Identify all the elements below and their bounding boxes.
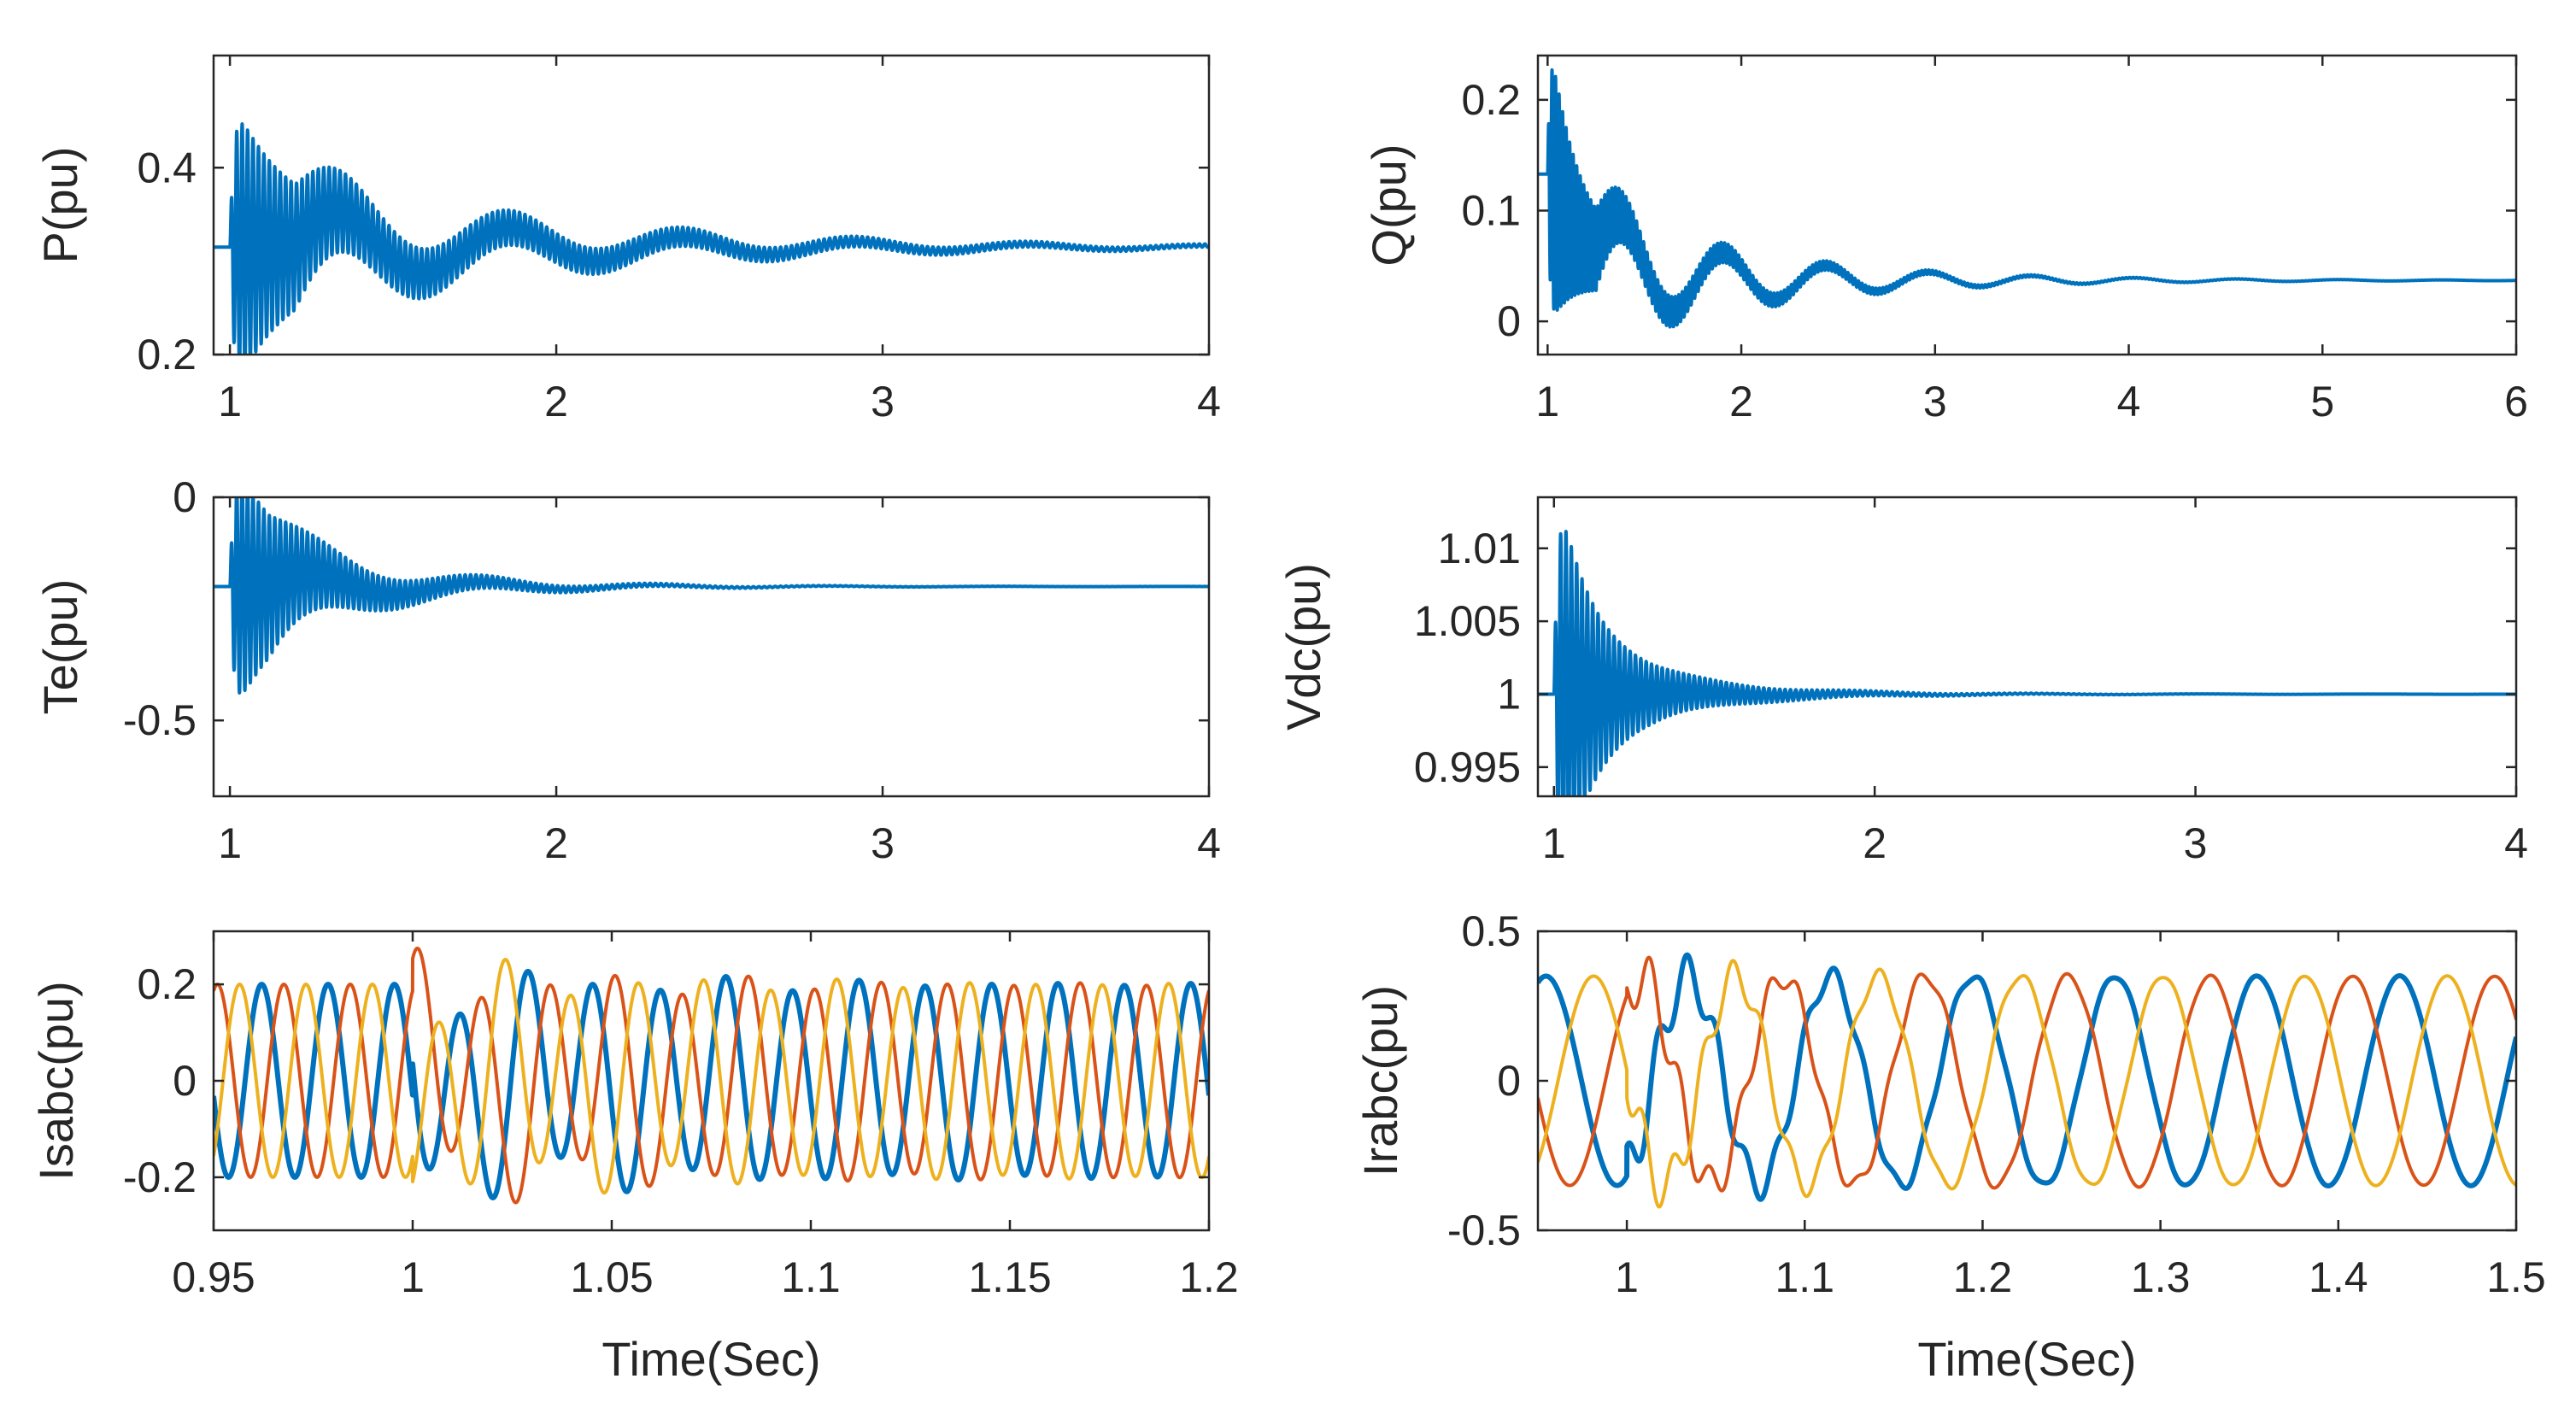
x-tick-label: 1.3: [2131, 1253, 2191, 1301]
q-axes-box: [1536, 54, 2518, 356]
te-series-Te: [214, 497, 1209, 695]
y-tick-label: 0.2: [1461, 76, 1521, 124]
p-lines: [214, 122, 1209, 355]
x-tick-label: 1.2: [1179, 1253, 1239, 1301]
y-tick-label: 0: [173, 473, 197, 521]
y-tick-label: -0.2: [123, 1153, 197, 1201]
irabc-series-b: [1538, 955, 2516, 1193]
vdc-ylabel: Vdc(pu): [1276, 563, 1330, 730]
x-tick-label: 4: [1197, 378, 1221, 425]
vdc-lines: [1538, 530, 2516, 796]
y-tick-label: 0: [1497, 297, 1521, 345]
isabc-series-b: [214, 946, 1209, 1205]
y-tick-label: -0.5: [1447, 1206, 1521, 1254]
p-ylabel: P(pu): [33, 147, 87, 264]
irabc-xlabel: Time(Sec): [1917, 1332, 2136, 1386]
x-tick-label: 2: [544, 819, 568, 867]
q-lines: [1538, 67, 2516, 329]
y-tick-label: 0: [1497, 1057, 1521, 1105]
y-tick-label: 0.4: [137, 144, 197, 191]
y-tick-label: 1.01: [1438, 525, 1521, 572]
x-tick-label: 3: [1923, 378, 1947, 425]
x-tick-label: 4: [1197, 819, 1221, 867]
subplots: 1 2 3 4 0.2 0.4 P(pu) 1 2 3 4 5 6 0 0.1 0.2 Q(pu) 1 2 3 4 -0.…: [29, 54, 2546, 1386]
x-tick-label: 2: [1729, 378, 1753, 425]
irabc-series-c: [1538, 959, 2516, 1209]
subplot-irabc: 1 1.1 1.2 1.3 1.4 1.5 -0.5 0 0.5 Irabc(pu) Time(Se…: [1353, 907, 2546, 1386]
te-lines: [214, 497, 1209, 695]
isabc-ylabel: Isabc(pu): [29, 981, 83, 1180]
x-tick-label: 1.1: [781, 1253, 841, 1301]
isabc-series-c: [214, 958, 1209, 1195]
y-tick-label: 0.2: [137, 960, 197, 1008]
x-tick-label: 3: [871, 378, 895, 425]
subplot-q: 1 2 3 4 5 6 0 0.1 0.2 Q(pu): [1362, 54, 2528, 425]
y-tick-label: 0.2: [137, 331, 197, 378]
x-tick-label: 4: [2504, 819, 2528, 867]
x-tick-label: 1.4: [2309, 1253, 2368, 1301]
x-tick-label: 1: [218, 819, 242, 867]
te-ylabel: Te(pu): [33, 579, 87, 715]
y-tick-label: 1: [1497, 670, 1521, 718]
x-tick-label: 1.5: [2486, 1253, 2546, 1301]
p-axes-box: [212, 54, 1211, 356]
x-tick-label: 3: [871, 819, 895, 867]
isabc-xlabel: Time(Sec): [601, 1332, 820, 1386]
q-series-Q: [1538, 67, 2516, 329]
q-ylabel: Q(pu): [1362, 144, 1416, 266]
x-tick-label: 4: [2117, 378, 2141, 425]
y-tick-label: -0.5: [123, 696, 197, 744]
subplot-te: 1 2 3 4 -0.5 0 Te(pu): [33, 473, 1221, 867]
vdc-series-Vdc: [1538, 530, 2516, 796]
x-tick-label: 1.05: [570, 1253, 653, 1301]
x-tick-label: 0.95: [172, 1253, 255, 1301]
x-tick-label: 5: [2310, 378, 2334, 425]
x-tick-label: 1: [401, 1253, 425, 1301]
irabc-lines: [1538, 952, 2516, 1209]
x-tick-label: 1: [1615, 1253, 1639, 1301]
x-tick-label: 2: [544, 378, 568, 425]
x-tick-label: 1: [1542, 819, 1566, 867]
p-series-P: [214, 122, 1209, 355]
subplot-isabc: 0.95 1 1.05 1.1 1.15 1.2 -0.2 0 0.2 Isabc(pu) Time…: [29, 930, 1239, 1386]
y-tick-label: 1.005: [1414, 597, 1521, 645]
y-tick-label: 0.5: [1461, 907, 1521, 955]
y-tick-label: 0: [173, 1057, 197, 1105]
subplot-vdc: 1 2 3 4 0.995 1 1.005 1.01 Vdc(pu): [1276, 496, 2528, 867]
vdc-axes-box: [1536, 496, 2518, 798]
y-tick-label: 0.995: [1414, 743, 1521, 791]
y-tick-label: 0.1: [1461, 186, 1521, 234]
x-tick-label: 6: [2504, 378, 2528, 425]
x-tick-label: 1.2: [1953, 1253, 2013, 1301]
x-tick-label: 1.15: [968, 1253, 1051, 1301]
x-tick-label: 1: [218, 378, 242, 425]
irabc-ylabel: Irabc(pu): [1353, 985, 1407, 1176]
x-tick-label: 1.1: [1775, 1253, 1835, 1301]
x-tick-label: 1: [1535, 378, 1559, 425]
isabc-series-a: [214, 968, 1209, 1200]
x-tick-label: 2: [1863, 819, 1887, 867]
x-tick-label: 3: [2184, 819, 2208, 867]
isabc-lines: [214, 946, 1209, 1205]
te-axes-box: [212, 496, 1211, 798]
subplot-p: 1 2 3 4 0.2 0.4 P(pu): [33, 54, 1221, 425]
